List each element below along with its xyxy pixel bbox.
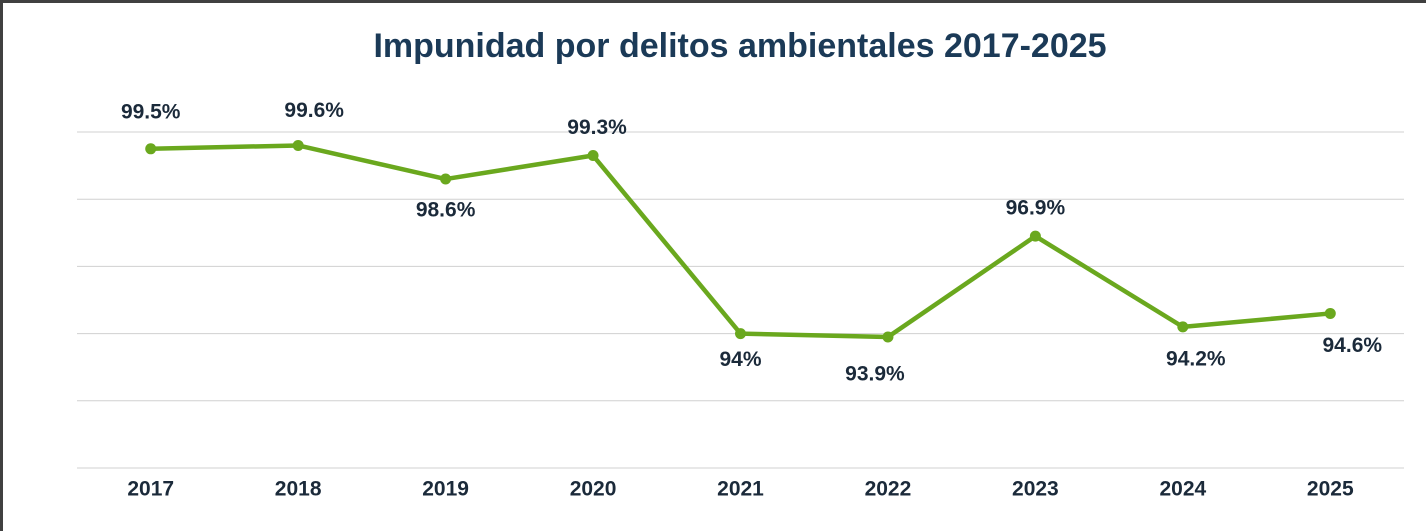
data-label: 93.9% [845, 363, 905, 386]
data-label: 96.9% [1006, 197, 1066, 220]
x-tick-label: 2024 [1159, 478, 1206, 501]
x-tick-label: 2021 [717, 478, 764, 501]
point [882, 331, 894, 343]
x-tick-label: 2022 [865, 478, 912, 501]
x-tick-label: 2023 [1012, 478, 1059, 501]
data-label: 99.6% [284, 99, 344, 122]
point [587, 150, 599, 162]
data-label: 94.6% [1323, 334, 1383, 357]
data-label: 94.2% [1166, 347, 1226, 370]
point [1029, 230, 1041, 242]
point [440, 173, 452, 185]
x-tick-label: 2019 [422, 478, 469, 501]
point [1324, 307, 1336, 319]
x-tick-label: 2018 [275, 478, 322, 501]
x-tick-label: 2017 [127, 478, 174, 501]
point [292, 139, 304, 151]
chart-title: Impunidad por delitos ambientales 2017-2… [373, 27, 1106, 65]
x-tick-label: 2020 [570, 478, 617, 501]
data-label: 94% [719, 348, 761, 371]
point [1177, 321, 1189, 333]
data-label: 98.6% [416, 199, 476, 222]
point [735, 328, 746, 340]
x-tick-label: 2025 [1307, 478, 1354, 501]
point [145, 143, 157, 155]
data-label: 99.3% [567, 116, 627, 139]
data-label: 99.5% [121, 100, 181, 123]
